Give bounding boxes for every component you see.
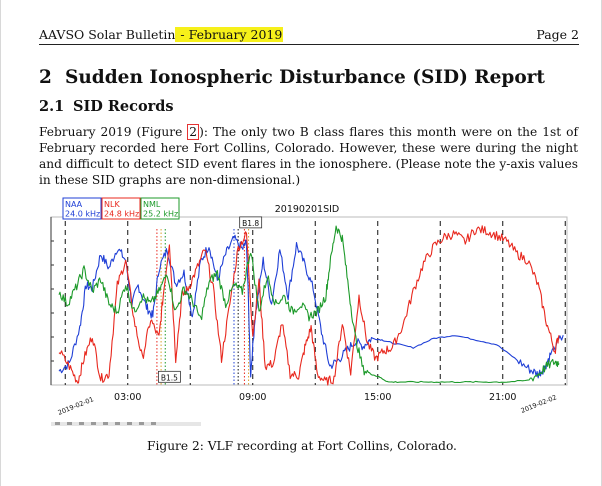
section-heading: 2 Sudden Ionospheric Disturbance (SID) Re… — [39, 67, 545, 88]
legend-box-nlk — [101, 197, 141, 220]
legend-freq-nml: 25.2 kHz — [143, 210, 178, 219]
chart-title: 20190201SID — [275, 204, 340, 215]
header-left-text: AAVSO Solar Bulletin — [39, 27, 176, 42]
annotation-box — [239, 216, 263, 229]
x-end-date-label: 2019-02-02 — [520, 393, 558, 415]
figure-caption: Figure 2: VLF recording at Fort Collins,… — [147, 439, 457, 453]
plot-toolbar-button — [91, 422, 96, 425]
running-header: AAVSO Solar Bulletin - February 2019 Pag… — [39, 27, 579, 45]
plot-toolbar-button — [139, 422, 144, 425]
legend-name-naa: NAA — [65, 200, 83, 209]
plot-toolbar-button — [127, 422, 132, 425]
plot-toolbar-button — [103, 422, 108, 425]
legend-name-nml: NML — [143, 200, 161, 209]
plot-toolbar-button — [55, 422, 60, 425]
legend-box-nml — [140, 197, 180, 220]
plot-area — [50, 216, 568, 386]
subsection-heading: 2.1 SID Records — [39, 98, 174, 115]
series-line-nml — [58, 225, 560, 384]
plot-toolbar-button — [151, 422, 156, 425]
page-number: Page 2 — [536, 27, 579, 42]
x-tick-label: 03:00 — [114, 392, 141, 403]
legend-box-naa — [62, 197, 102, 220]
body-paragraph: February 2019 (Figure 2): The only two B… — [39, 124, 578, 188]
section-title: Sudden Ionospheric Disturbance (SID) Rep… — [65, 67, 545, 88]
x-tick-label: 09:00 — [239, 392, 266, 403]
flare-annotation-b1-8: B1.8 — [239, 216, 263, 229]
legend-freq-naa: 24.0 kHz — [65, 210, 100, 219]
plot-toolbar-button — [67, 422, 72, 425]
annotation-label: B1.5 — [161, 373, 178, 382]
plot-toolbar-button — [79, 422, 84, 425]
x-tick-label: 21:00 — [489, 392, 516, 403]
body-text-rest: ): The only two B class flares this mont… — [39, 125, 578, 187]
subsection-title: SID Records — [73, 98, 174, 115]
header-title: AAVSO Solar Bulletin - February 2019 — [39, 27, 284, 42]
flare-annotation-b1-5: B1.5 — [158, 370, 181, 383]
series-line-nlk — [58, 225, 560, 386]
legend-freq-nlk: 24.8 kHz — [104, 210, 139, 219]
x-start-date-label: 2019-02-01 — [57, 395, 95, 417]
highlighted-header-date[interactable]: - February 2019 — [175, 27, 284, 42]
section-number: 2 — [39, 67, 52, 88]
body-text-start: February 2019 (Figure — [39, 125, 188, 139]
plot-toolbar-strip — [51, 422, 201, 426]
subsection-number: 2.1 — [39, 98, 65, 115]
figure-reference-link[interactable]: 2 — [187, 124, 200, 140]
plot-toolbar-button — [115, 422, 120, 425]
annotation-box — [158, 370, 181, 383]
legend-name-nlk: NLK — [104, 200, 120, 209]
x-tick-label: 15:00 — [364, 392, 391, 403]
annotation-label: B1.8 — [242, 219, 259, 228]
